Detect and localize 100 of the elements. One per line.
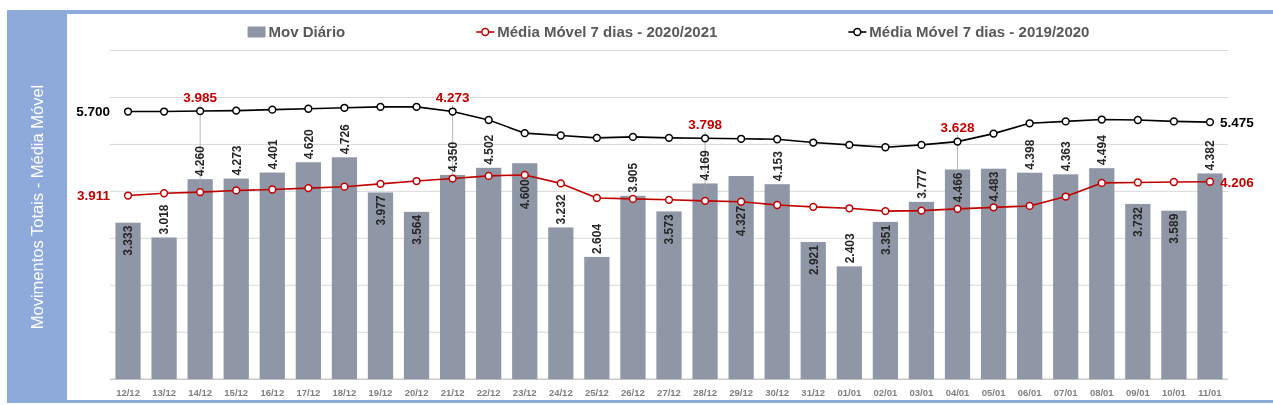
x-tick-label: 14/12 — [188, 387, 213, 399]
data-label: 3.732 — [1131, 206, 1146, 237]
point — [881, 206, 890, 216]
bar — [476, 167, 502, 380]
point — [953, 204, 962, 213]
x-tick-label: 11/01 — [1198, 387, 1223, 399]
bar — [259, 172, 285, 380]
bar — [872, 221, 899, 380]
legend-label: Média Móvel 7 dias - 2019/2020 — [869, 23, 1090, 41]
point — [664, 133, 674, 142]
data-label: 4.327 — [734, 205, 749, 237]
bar — [800, 242, 826, 380]
bar — [908, 201, 935, 380]
point — [1025, 119, 1034, 128]
point — [1133, 115, 1142, 125]
x-tick-label: 25/12 — [584, 387, 609, 399]
bar — [367, 192, 394, 380]
x-tick-label: 02/01 — [873, 387, 898, 399]
data-label: 4.382 — [1203, 140, 1218, 171]
data-label: 4.363 — [1059, 140, 1074, 172]
data-label: 4.153 — [770, 150, 785, 182]
bar — [584, 256, 610, 380]
x-tick-label: 03/01 — [909, 387, 935, 399]
point — [809, 202, 818, 212]
point — [159, 107, 169, 116]
point — [736, 134, 746, 143]
data-label: 4.726 — [337, 123, 352, 155]
x-tick-label: 24/12 — [548, 387, 573, 399]
point — [304, 104, 313, 113]
point — [953, 137, 962, 146]
point — [123, 107, 133, 116]
point — [845, 204, 854, 213]
data-label: 3.018 — [157, 204, 172, 235]
data-label: 4.273 — [435, 90, 470, 106]
y-axis-title: Movimentos Totais - Média Móvel — [27, 84, 46, 330]
point — [556, 131, 565, 140]
bar — [548, 227, 574, 380]
point — [232, 186, 241, 195]
data-label: 3.628 — [940, 120, 975, 136]
point — [809, 138, 818, 147]
data-label: 4.273 — [229, 145, 244, 176]
x-tick-label: 21/12 — [440, 387, 465, 399]
data-label: 3.798 — [688, 116, 723, 132]
x-tick-label: 29/12 — [729, 387, 754, 399]
point — [845, 140, 854, 150]
x-tick-label: 22/12 — [476, 387, 501, 399]
x-tick-label: 19/12 — [368, 387, 393, 399]
x-tick-label: 27/12 — [657, 387, 681, 399]
point — [700, 134, 710, 143]
data-label: 4.206 — [1219, 174, 1255, 190]
point — [304, 183, 313, 193]
data-label: 3.589 — [1167, 213, 1182, 244]
x-tick-label: 28/12 — [693, 387, 717, 399]
bar — [764, 184, 790, 380]
x-tick-label: 06/01 — [1017, 387, 1043, 399]
bar — [944, 169, 971, 380]
point — [628, 132, 638, 142]
point — [340, 182, 349, 191]
x-tick-label: 10/01 — [1162, 387, 1187, 399]
x-tick-label: 23/12 — [512, 387, 537, 399]
point — [1133, 178, 1142, 187]
data-label: 4.494 — [1095, 134, 1110, 166]
x-tick-label: 07/01 — [1053, 387, 1079, 399]
x-tick-label: 12/12 — [116, 387, 140, 399]
x-tick-label: 15/12 — [224, 387, 249, 399]
data-label: 4.466 — [950, 172, 965, 203]
data-label: 4.401 — [265, 139, 280, 170]
data-label: 2.921 — [806, 244, 821, 276]
point — [520, 129, 529, 138]
point — [1097, 178, 1106, 188]
point — [1097, 115, 1106, 124]
legend-label: Média Móvel 7 dias - 2020/2021 — [497, 23, 718, 41]
point — [448, 174, 457, 183]
data-label: 4.350 — [445, 141, 460, 172]
point — [917, 140, 926, 150]
point — [484, 115, 493, 125]
data-label: 4.502 — [482, 134, 496, 165]
point — [123, 191, 133, 200]
data-label: 5.700 — [76, 104, 111, 120]
data-label: 4.260 — [193, 145, 208, 177]
data-label: 4.483 — [986, 171, 1001, 202]
point — [1205, 117, 1215, 127]
point — [989, 203, 998, 212]
point — [664, 195, 674, 204]
x-tick-label: 05/01 — [981, 387, 1007, 399]
data-label: 4.169 — [698, 150, 713, 181]
point — [773, 135, 782, 144]
data-label: 3.977 — [373, 195, 388, 226]
bar — [728, 176, 754, 380]
bar — [187, 179, 213, 380]
point — [159, 189, 169, 198]
point — [881, 143, 890, 152]
point — [592, 193, 602, 203]
data-label: 4.620 — [301, 128, 316, 160]
bar — [223, 178, 249, 380]
bar — [331, 157, 358, 380]
x-tick-label: 09/01 — [1125, 387, 1151, 399]
data-label: 3.985 — [183, 89, 218, 105]
x-tick-label: 30/12 — [765, 387, 790, 399]
point — [448, 107, 457, 116]
